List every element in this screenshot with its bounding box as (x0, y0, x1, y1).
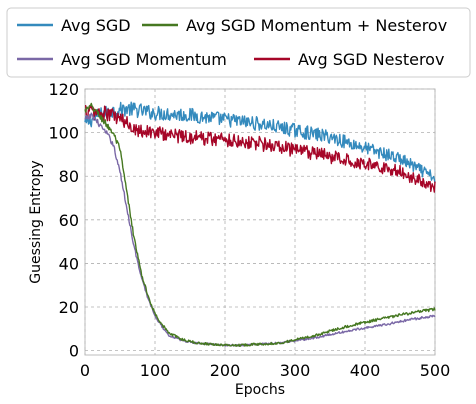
x-tick-label: 400 (350, 361, 381, 380)
legend-label-avg-sgd-nesterov: Avg SGD Nesterov (298, 50, 444, 69)
x-tick-label: 0 (80, 361, 90, 380)
y-tick-label: 20 (59, 298, 79, 317)
series-line-avg-sgd-momentum-nesterov (84, 102, 436, 347)
y-tick-label: 0 (69, 342, 79, 361)
legend: Avg SGD Avg SGD Momentum + Nesterov Avg … (6, 7, 471, 78)
x-tick-label: 100 (140, 361, 171, 380)
tick-labels: 0 100 200 300 400 500 0 20 40 60 80 100 120 (48, 80, 450, 380)
series-layer (84, 101, 436, 347)
x-tick-label: 500 (420, 361, 451, 380)
legend-frame (6, 7, 471, 78)
series-line-avg-sgd-nesterov (84, 104, 436, 193)
y-tick-label: 100 (48, 124, 79, 143)
y-tick-label: 60 (59, 211, 79, 230)
series-line-avg-sgd (84, 101, 436, 184)
legend-label-avg-sgd: Avg SGD (61, 16, 131, 35)
y-tick-label: 80 (59, 167, 79, 186)
y-tick-label: 40 (59, 254, 79, 273)
y-tick-label: 120 (48, 80, 79, 99)
y-axis-title: Guessing Entropy (28, 160, 44, 283)
x-tick-label: 300 (280, 361, 311, 380)
x-tick-label: 200 (210, 361, 241, 380)
legend-label-avg-sgd-momentum: Avg SGD Momentum (61, 50, 227, 69)
legend-label-avg-sgd-momentum-nesterov: Avg SGD Momentum + Nesterov (186, 16, 447, 35)
x-axis-title: Epochs (235, 382, 285, 398)
